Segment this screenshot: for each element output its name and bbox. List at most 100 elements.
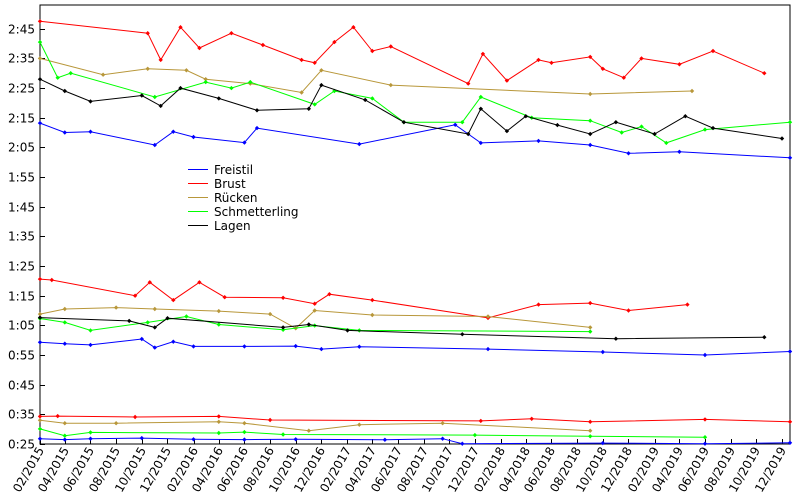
data-point bbox=[242, 140, 247, 145]
series-line-schmetterling-50m bbox=[39, 428, 706, 438]
data-point bbox=[216, 430, 221, 436]
data-point bbox=[401, 120, 407, 125]
data-point bbox=[37, 315, 43, 320]
data-point bbox=[652, 131, 657, 137]
series-line-brust-200m bbox=[39, 20, 765, 85]
data-point bbox=[588, 434, 593, 439]
data-point bbox=[171, 129, 176, 134]
y-tick-label: 0:25 bbox=[8, 438, 35, 452]
data-point bbox=[466, 81, 471, 86]
series-line-lagen-100m bbox=[39, 317, 765, 340]
y-tick-label: 0:45 bbox=[8, 379, 35, 393]
data-point bbox=[762, 71, 767, 76]
data-point bbox=[62, 341, 67, 346]
series-line-rucken-200m bbox=[39, 57, 693, 95]
data-point bbox=[132, 414, 138, 420]
data-point bbox=[370, 48, 375, 54]
legend-label-brust: Brust bbox=[214, 177, 246, 191]
data-point bbox=[312, 308, 317, 313]
data-point bbox=[588, 54, 593, 60]
data-point bbox=[312, 301, 317, 306]
data-point bbox=[191, 437, 196, 442]
data-point bbox=[132, 293, 138, 298]
data-point bbox=[702, 352, 708, 358]
data-point bbox=[267, 417, 273, 423]
data-point bbox=[229, 31, 234, 36]
data-point bbox=[312, 102, 317, 107]
data-point bbox=[319, 346, 324, 352]
legend-label-freistil: Freistil bbox=[214, 163, 253, 177]
data-point bbox=[460, 332, 465, 337]
data-point bbox=[588, 142, 593, 148]
data-point bbox=[203, 77, 208, 82]
data-point bbox=[299, 57, 304, 63]
data-point bbox=[388, 44, 393, 49]
data-point bbox=[600, 440, 605, 446]
y-tick-label: 2:25 bbox=[8, 82, 35, 96]
series-line-freistil-50m bbox=[39, 437, 791, 445]
data-point bbox=[588, 329, 593, 334]
series-freistil bbox=[37, 120, 793, 446]
data-point bbox=[478, 106, 483, 111]
data-point bbox=[216, 96, 221, 101]
data-point bbox=[319, 68, 324, 73]
data-point bbox=[555, 122, 560, 128]
data-point bbox=[139, 435, 144, 441]
data-point bbox=[216, 414, 221, 419]
data-point bbox=[293, 343, 298, 349]
y-tick-label: 0:55 bbox=[8, 349, 35, 363]
data-point bbox=[466, 131, 471, 137]
data-point bbox=[242, 421, 247, 426]
data-point bbox=[49, 277, 54, 283]
data-point bbox=[267, 311, 273, 317]
series-line-rucken-50m bbox=[39, 419, 591, 432]
data-point bbox=[588, 300, 593, 306]
data-point bbox=[152, 345, 157, 350]
data-point bbox=[357, 344, 362, 349]
data-point bbox=[147, 280, 152, 285]
data-point bbox=[787, 155, 793, 160]
series-line-lagen-200m bbox=[39, 78, 783, 139]
data-point bbox=[222, 295, 227, 300]
legend-label-rucken: Rücken bbox=[214, 191, 258, 205]
data-point bbox=[619, 130, 624, 135]
data-point bbox=[37, 414, 43, 419]
data-point bbox=[312, 60, 317, 65]
data-point bbox=[588, 118, 593, 123]
data-point bbox=[37, 276, 43, 282]
data-point bbox=[702, 441, 708, 446]
series-line-freistil-100m bbox=[39, 338, 791, 356]
data-point bbox=[440, 436, 445, 441]
data-point bbox=[37, 120, 43, 126]
data-point bbox=[62, 306, 67, 312]
data-point bbox=[664, 140, 669, 146]
data-point bbox=[523, 114, 528, 119]
data-point bbox=[260, 42, 266, 48]
data-point bbox=[178, 85, 183, 91]
data-point bbox=[621, 75, 626, 80]
data-point bbox=[357, 141, 362, 147]
data-point bbox=[197, 45, 202, 51]
data-point bbox=[88, 430, 93, 435]
data-point bbox=[62, 88, 67, 94]
data-point bbox=[363, 97, 368, 103]
y-tick-label: 1:45 bbox=[8, 201, 35, 215]
series-brust bbox=[37, 19, 793, 424]
data-point bbox=[37, 418, 43, 423]
data-point bbox=[37, 340, 43, 345]
data-point bbox=[485, 314, 491, 319]
data-point bbox=[677, 62, 682, 67]
data-point bbox=[88, 436, 93, 441]
data-point bbox=[37, 19, 43, 24]
data-point bbox=[293, 437, 298, 442]
data-point bbox=[242, 344, 247, 349]
data-point bbox=[639, 56, 644, 61]
data-point bbox=[351, 25, 356, 30]
series-rucken bbox=[37, 56, 695, 433]
data-point bbox=[171, 339, 176, 344]
data-point bbox=[197, 280, 202, 285]
data-point bbox=[184, 314, 189, 319]
data-point bbox=[710, 125, 716, 131]
data-point bbox=[280, 327, 286, 332]
